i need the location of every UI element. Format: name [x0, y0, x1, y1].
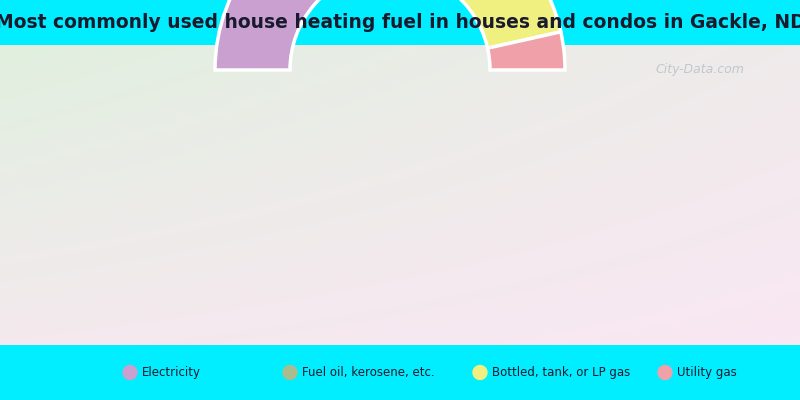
- Text: Fuel oil, kerosene, etc.: Fuel oil, kerosene, etc.: [302, 366, 434, 379]
- Circle shape: [283, 366, 297, 380]
- Circle shape: [658, 366, 672, 380]
- Text: Bottled, tank, or LP gas: Bottled, tank, or LP gas: [492, 366, 630, 379]
- Circle shape: [123, 366, 137, 380]
- Wedge shape: [438, 0, 561, 48]
- Wedge shape: [487, 32, 565, 70]
- Bar: [0, 345, 800, 400]
- Text: Electricity: Electricity: [142, 366, 201, 379]
- Text: Utility gas: Utility gas: [677, 366, 737, 379]
- Bar: [0, 0, 800, 45]
- Wedge shape: [215, 0, 376, 70]
- Text: City-Data.com: City-Data.com: [655, 64, 745, 76]
- Circle shape: [473, 366, 487, 380]
- Text: Most commonly used house heating fuel in houses and condos in Gackle, ND: Most commonly used house heating fuel in…: [0, 13, 800, 32]
